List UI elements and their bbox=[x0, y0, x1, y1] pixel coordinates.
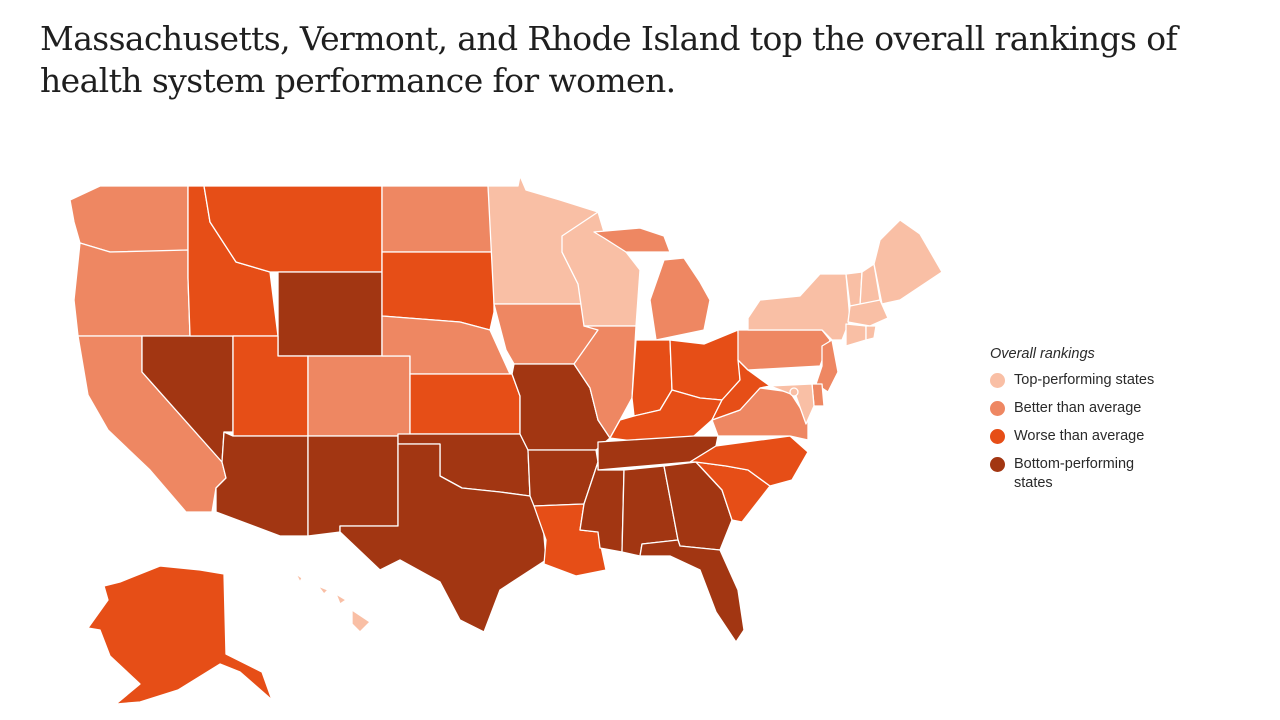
state-hi[interactable] bbox=[295, 573, 371, 633]
state-co[interactable] bbox=[307, 355, 411, 437]
state-wy[interactable] bbox=[277, 271, 383, 357]
legend-item-worse: Worse than average bbox=[990, 427, 1190, 446]
state-ks[interactable] bbox=[409, 373, 521, 435]
legend-swatch-top bbox=[990, 373, 1005, 388]
legend-swatch-worse bbox=[990, 429, 1005, 444]
legend-label-top: Top-performing states bbox=[1014, 372, 1155, 388]
state-az[interactable] bbox=[215, 431, 309, 537]
us-choropleth-map bbox=[69, 175, 943, 705]
state-ak[interactable] bbox=[87, 565, 273, 705]
legend-item-better: Better than average bbox=[990, 399, 1190, 418]
map-title: Massachusetts, Vermont, and Rhode Island… bbox=[40, 19, 1178, 100]
state-nj[interactable] bbox=[815, 339, 839, 393]
legend-item-bottom: Bottom-performing states bbox=[990, 455, 1190, 493]
state-me[interactable] bbox=[873, 219, 943, 305]
state-wi[interactable] bbox=[561, 211, 641, 327]
legend-label-bottom: Bottom-performing states bbox=[1014, 456, 1135, 491]
map-legend: Overall rankings Top-performing states B… bbox=[990, 346, 1190, 502]
state-or[interactable] bbox=[73, 242, 191, 337]
legend-item-top: Top-performing states bbox=[990, 371, 1190, 390]
state-fl[interactable] bbox=[639, 539, 745, 643]
state-nc[interactable] bbox=[689, 435, 809, 487]
state-wa[interactable] bbox=[69, 185, 189, 253]
legend-swatch-better bbox=[990, 401, 1005, 416]
state-oh[interactable] bbox=[669, 329, 741, 401]
legend-title: Overall rankings bbox=[990, 346, 1095, 362]
legend-label-worse: Worse than average bbox=[1014, 428, 1145, 444]
state-tx[interactable] bbox=[339, 443, 547, 633]
state-nm[interactable] bbox=[307, 435, 399, 537]
state-nd[interactable] bbox=[381, 185, 495, 253]
state-ny[interactable] bbox=[747, 273, 851, 341]
legend-label-better: Better than average bbox=[1014, 400, 1142, 416]
state-ri[interactable] bbox=[865, 325, 877, 341]
state-ma[interactable] bbox=[847, 299, 889, 327]
legend-swatch-bottom bbox=[990, 457, 1005, 472]
state-ct[interactable] bbox=[845, 323, 867, 347]
state-pa[interactable] bbox=[737, 329, 831, 371]
state-dc[interactable] bbox=[789, 387, 799, 397]
state-mi[interactable] bbox=[593, 227, 711, 341]
